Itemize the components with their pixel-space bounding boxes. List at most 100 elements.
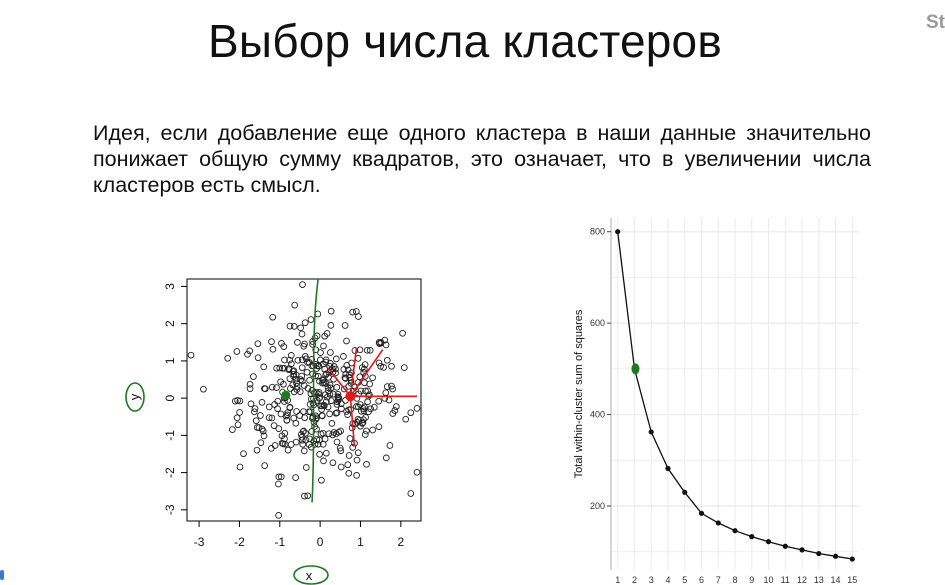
scatter-point xyxy=(293,408,300,415)
x-tick-label: 11 xyxy=(781,575,790,585)
scatter-point xyxy=(303,368,311,376)
x-tick-label: 14 xyxy=(831,575,841,585)
scatter-point xyxy=(257,412,264,419)
corner-text-fragment: St xyxy=(926,12,945,33)
scatter-point xyxy=(322,356,330,364)
scatter-point xyxy=(388,362,395,370)
scatter-point xyxy=(349,444,357,451)
scatter-point xyxy=(298,356,306,364)
scatter-point xyxy=(363,427,370,435)
scatter-point xyxy=(265,414,273,421)
scatter-point xyxy=(260,432,268,440)
scatter-point xyxy=(345,452,353,459)
scatter-point xyxy=(251,408,258,416)
scatter-point xyxy=(278,340,285,347)
scatter-point xyxy=(279,364,286,372)
scatter-point xyxy=(233,414,241,422)
scatter-point xyxy=(321,391,329,399)
handwritten-x-label: x xyxy=(306,568,313,583)
scatter-point xyxy=(322,398,330,405)
scatter-point xyxy=(267,445,275,452)
scatter-point xyxy=(320,457,327,465)
scatter-point xyxy=(298,436,306,444)
scatter-point xyxy=(269,313,277,321)
scatter-point xyxy=(320,342,327,350)
scatter-point xyxy=(281,356,288,364)
scatter-point xyxy=(293,383,301,390)
scatter-point xyxy=(252,417,260,425)
scatter-point xyxy=(300,408,307,415)
scatter-point xyxy=(358,364,366,371)
scatter-point xyxy=(261,462,269,469)
scatter-point xyxy=(322,449,330,457)
scatter-point xyxy=(283,411,291,419)
scatter-point xyxy=(329,431,336,439)
scatter-point xyxy=(277,378,284,386)
scatter-point xyxy=(229,426,236,433)
scatter-point xyxy=(271,401,278,408)
scatter-point xyxy=(327,397,335,405)
scatter-point xyxy=(296,388,304,395)
scatter-point xyxy=(327,307,335,315)
x-tick-label: 4 xyxy=(665,575,670,585)
scatter-point xyxy=(341,322,349,329)
scatter-point xyxy=(335,428,343,436)
scatter-point xyxy=(292,375,300,383)
left-edge-mark xyxy=(0,570,4,580)
scatter-point xyxy=(284,446,292,454)
wss-data-point xyxy=(682,489,688,495)
wss-data-point xyxy=(782,543,788,549)
x-tick-label: 8 xyxy=(732,575,737,585)
scatter-point xyxy=(298,433,306,441)
scatter-point xyxy=(317,349,324,356)
green-centroid-marker xyxy=(281,390,291,400)
scatter-point xyxy=(274,397,282,405)
scatter-point xyxy=(363,346,371,354)
scatter-point xyxy=(302,429,309,437)
scatter-point xyxy=(388,382,395,390)
scatter-point xyxy=(399,329,406,337)
scatter-point xyxy=(316,356,324,364)
scatter-point xyxy=(286,322,294,330)
scatter-point xyxy=(289,368,297,375)
red-centroid-marker xyxy=(345,391,356,402)
scatter-point xyxy=(330,363,338,370)
scatter-point xyxy=(317,430,325,438)
scatter-point xyxy=(312,372,319,380)
scatter-point xyxy=(290,367,298,375)
scatter-point xyxy=(287,441,295,448)
scatter-point xyxy=(293,379,300,387)
x-tick-label: 6 xyxy=(699,575,704,585)
scatter-point xyxy=(311,334,319,342)
red-centroid-ray xyxy=(349,396,356,447)
scatter-point xyxy=(356,346,364,354)
x-tick-label: 9 xyxy=(749,575,754,585)
scatter-point xyxy=(382,389,390,397)
scatter-point xyxy=(305,359,313,366)
scatter-plot: -3 -2 -1 0 1 2 -3 -2 -1 0 1 2 3 y x xyxy=(125,278,422,585)
wss-data-point xyxy=(816,550,822,557)
scatter-point xyxy=(301,340,308,348)
scatter-point xyxy=(358,407,365,415)
x-tick-label: 3 xyxy=(649,575,654,585)
y-tick-label: 1 xyxy=(163,357,177,364)
scatter-point xyxy=(318,412,326,419)
scatter-point xyxy=(330,390,337,398)
scatter-point xyxy=(375,397,383,405)
scatter-point xyxy=(349,308,357,316)
scatter-point xyxy=(312,346,320,354)
scatter-point xyxy=(337,463,345,471)
scatter-point xyxy=(413,468,421,476)
scatter-point xyxy=(254,340,262,348)
scatter-point xyxy=(343,337,350,345)
scatter-point xyxy=(299,281,306,288)
scatter-point xyxy=(327,322,335,329)
x-tick-label: 2 xyxy=(397,535,404,549)
wss-data-point xyxy=(615,229,621,235)
green-split-line xyxy=(311,278,319,503)
scatter-point xyxy=(283,416,291,424)
scatter-point xyxy=(254,354,262,362)
scatter-point xyxy=(271,442,279,449)
scatter-point xyxy=(343,362,351,369)
wss-data-point xyxy=(749,534,755,540)
